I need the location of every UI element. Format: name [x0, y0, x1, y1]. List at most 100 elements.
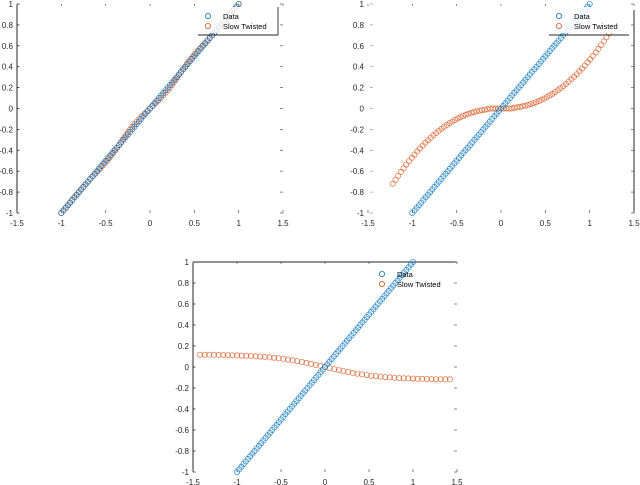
data-point-marker: [377, 373, 384, 380]
y-tick-label: -0.6: [0, 167, 14, 176]
legend-marker-icon: [204, 22, 211, 29]
data-point-marker: [584, 59, 591, 66]
data-point-marker: [298, 358, 305, 365]
series-slow-twisted: [389, 30, 613, 187]
data-point-marker: [433, 376, 440, 383]
data-point-marker: [465, 110, 472, 117]
data-point-marker: [442, 376, 449, 383]
legend-label: Slow Twisted: [223, 22, 267, 31]
x-tick-label: -0.5: [450, 219, 464, 228]
x-tick-label: 0: [499, 219, 504, 228]
data-point-marker: [530, 100, 537, 107]
data-point-marker: [403, 161, 410, 168]
x-tick-label: 0.5: [363, 478, 375, 485]
data-point-marker: [473, 108, 480, 115]
y-tick-label: 0.6: [178, 300, 190, 309]
y-tick-label: 0.8: [178, 279, 190, 288]
y-tick-label: -1: [182, 468, 190, 477]
x-tick-label: 0.5: [189, 219, 201, 228]
legend-label: Data: [574, 12, 591, 21]
x-tick-label: -1: [409, 219, 417, 228]
axes: -1-0.8-0.6-0.4-0.200.20.40.60.81-1.5 -1 -0…: [0, 0, 289, 228]
y-tick-label: -1: [6, 209, 14, 218]
y-tick-label: 1: [9, 0, 14, 9]
data-point-marker: [201, 351, 208, 358]
data-point-marker: [423, 375, 430, 382]
x-tick-label: 1: [587, 219, 592, 228]
y-tick-label: 0.4: [178, 321, 190, 330]
y-tick-label: 0.6: [2, 42, 14, 51]
y-tick-label: 0.4: [2, 63, 14, 72]
axes: -1-0.8-0.6-0.4-0.200.20.40.60.81-1.5 -1 -0…: [350, 0, 640, 228]
data-point-marker: [368, 372, 375, 379]
series-slow-twisted: [196, 351, 453, 383]
data-point-marker: [358, 371, 365, 378]
data-point-marker: [238, 352, 245, 359]
data-point-marker: [308, 360, 315, 367]
y-tick-label: 0.2: [2, 84, 14, 93]
data-point-marker: [527, 101, 534, 108]
data-point-marker: [396, 374, 403, 381]
data-point-marker: [206, 351, 213, 358]
y-tick-label: -0.2: [0, 125, 14, 134]
subplot-top-right: -1-0.8-0.6-0.4-0.200.20.40.60.81-1.5 -1 -0…: [350, 0, 640, 228]
x-tick-label: 1.5: [628, 219, 640, 228]
data-point-marker: [595, 45, 602, 52]
data-point-marker: [266, 354, 273, 361]
x-tick-label: 1: [411, 478, 416, 485]
data-point-marker: [372, 373, 379, 380]
y-tick-label: 1: [360, 0, 365, 9]
data-point-marker: [600, 38, 607, 45]
data-point-marker: [349, 369, 356, 376]
data-point-marker: [411, 151, 418, 158]
data-point-marker: [391, 374, 398, 381]
data-point-marker: [247, 352, 254, 359]
data-point-marker: [354, 370, 361, 377]
y-tick-label: -0.4: [350, 146, 364, 155]
y-tick-label: 0: [185, 363, 190, 372]
data-point-marker: [598, 42, 605, 49]
y-tick-label: -0.6: [175, 426, 189, 435]
data-point-marker: [284, 356, 291, 363]
data-point-marker: [508, 105, 515, 112]
x-tick-label: 1: [236, 219, 241, 228]
data-point-marker: [414, 375, 421, 382]
data-point-marker: [481, 106, 488, 113]
y-tick-label: 0.2: [353, 84, 365, 93]
data-point-marker: [331, 366, 338, 373]
x-tick-label: 1.5: [277, 219, 289, 228]
legend-label: Slow Twisted: [574, 22, 618, 31]
data-point-marker: [408, 154, 415, 161]
legend-label: Data: [223, 12, 240, 21]
x-tick-label: 0: [148, 219, 153, 228]
data-point-marker: [587, 56, 594, 63]
data-point-marker: [229, 352, 236, 359]
data-point-marker: [516, 103, 523, 110]
data-point-marker: [271, 354, 278, 361]
y-tick-label: 0: [9, 105, 14, 114]
data-point-marker: [220, 351, 227, 358]
data-point-marker: [400, 375, 407, 382]
data-point-marker: [252, 353, 259, 360]
data-point-marker: [406, 158, 413, 165]
y-tick-label: 1: [185, 258, 190, 267]
legend-marker-icon: [378, 270, 385, 277]
y-tick-label: -1: [357, 209, 365, 218]
x-tick-label: -1: [58, 219, 66, 228]
x-tick-label: -1: [233, 478, 241, 485]
data-point-marker: [215, 351, 222, 358]
data-point-marker: [462, 111, 469, 118]
x-tick-label: 1.5: [451, 478, 463, 485]
x-tick-label: -1.5: [186, 478, 200, 485]
data-point-marker: [261, 353, 268, 360]
x-tick-label: -1.5: [361, 219, 375, 228]
legend-marker-icon: [378, 280, 385, 287]
axes: -1-0.8-0.6-0.4-0.200.20.40.60.81-1.5 -1 -0…: [175, 258, 463, 485]
data-point-marker: [405, 375, 412, 382]
data-point-marker: [535, 98, 542, 105]
y-tick-label: 0: [360, 105, 365, 114]
y-tick-label: 0.2: [178, 342, 190, 351]
subplot-bottom-center: -1-0.8-0.6-0.4-0.200.20.40.60.81-1.5 -1 -0…: [175, 258, 463, 485]
